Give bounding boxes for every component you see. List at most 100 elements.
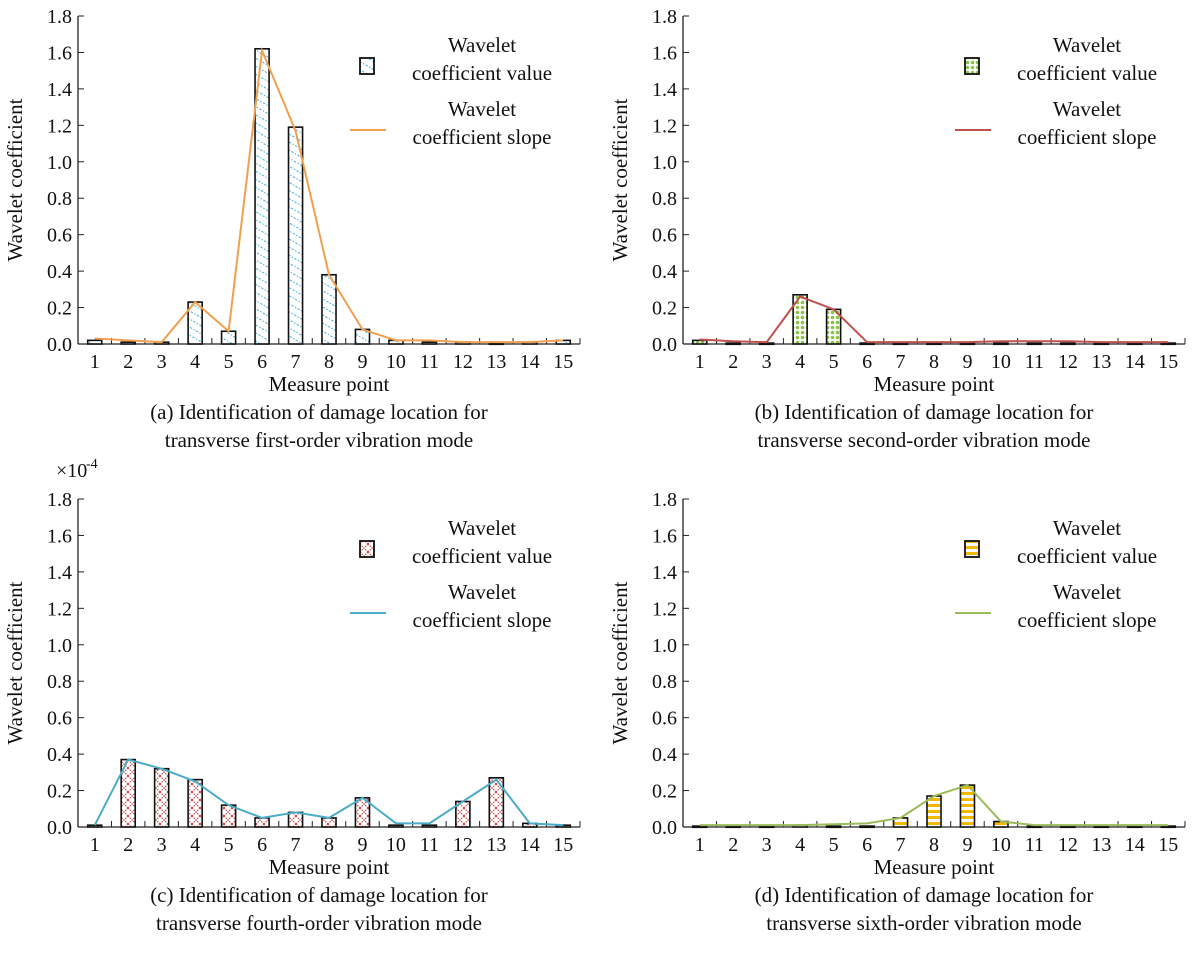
y-tick-label: 0.8 [652,671,677,693]
bar-point-5 [825,825,842,829]
x-tick-label: 4 [190,351,200,373]
x-tick-label: 5 [224,351,234,373]
bar-point-8 [321,273,337,345]
slope-line [699,783,1169,827]
bar-point-13 [1093,342,1110,346]
bar-point-4 [187,778,203,828]
bar-point-1 [691,825,708,829]
y-scale-label: ×10 [56,460,87,482]
x-tick-label: 2 [123,351,133,373]
x-tick-label: 15 [1158,351,1178,373]
bar-point-8 [926,795,942,828]
x-tick-label: 7 [896,834,906,856]
x-tick-label: 11 [1025,351,1044,373]
slope-line [94,46,564,344]
y-tick-label: 1.4 [47,79,72,101]
x-axis-label: Measure point [269,855,390,879]
legend-line-label-line1: Wavelet [1053,97,1121,121]
x-tick-label: 12 [453,834,473,856]
bar-point-13 [488,342,505,346]
x-tick-label: 2 [123,834,133,856]
y-tick-label: 1.6 [47,42,72,64]
x-tick-label: 12 [453,351,473,373]
bar-point-6 [859,342,875,346]
x-tick-label: 6 [862,834,872,856]
y-tick-label: 0.8 [652,188,677,210]
chart-panel-c: 0.00.20.40.60.81.01.21.41.61.81 2 3 4 5 6 7 8 9 1… [3,457,581,935]
y-tick-label: 1.8 [652,489,677,511]
caption-line-1: (b) Identification of damage location fo… [755,400,1094,424]
bar-point-1 [86,339,103,345]
y-axis-label: Wavelet coefficient [608,581,632,744]
y-tick-label: 1.8 [47,6,72,28]
x-tick-label: 14 [1125,834,1145,856]
y-tick-label: 0.0 [652,334,677,356]
x-tick-label: 13 [486,351,506,373]
caption-line-2: transverse fourth-order vibration mode [156,911,482,935]
x-tick-label: 6 [862,351,872,373]
x-tick-label: 13 [1091,834,1111,856]
y-tick-label: 0.0 [47,817,72,839]
bar-point-10 [388,824,404,828]
bar-point-6 [254,817,270,828]
x-tick-label: 13 [1091,351,1111,373]
x-axis-label: Measure point [874,372,995,396]
y-tick-label: 0.0 [652,817,677,839]
caption-line-2: transverse second-order vibration mode [758,428,1091,452]
bar-point-11 [421,341,438,345]
y-tick-label: 1.0 [652,152,677,174]
bar-point-15 [1160,825,1177,829]
bar-point-15 [1160,342,1177,346]
x-tick-label: 1 [90,351,100,373]
y-tick-label: 0.8 [47,188,72,210]
x-tick-label: 2 [728,834,738,856]
bar-point-12 [1060,825,1076,829]
x-tick-label: 8 [929,351,939,373]
y-tick-label: 1.0 [47,635,72,657]
y-tick-label: 1.2 [652,598,677,620]
y-tick-label: 1.0 [652,635,677,657]
bar-point-2 [725,825,742,829]
y-tick-label: 1.6 [652,42,677,64]
legend-bar-swatch [359,57,375,75]
y-tick-label: 0.0 [47,334,72,356]
bar-point-1 [86,824,103,828]
legend-bar-label-line2: coefficient value [412,61,552,85]
x-axis-label: Measure point [269,372,390,396]
x-tick-label: 1 [695,834,705,856]
x-tick-label: 2 [728,351,738,373]
y-axis-label: Wavelet coefficient [3,98,27,261]
y-tick-label: 0.4 [47,744,72,766]
x-tick-label: 11 [420,834,439,856]
x-tick-label: 4 [190,834,200,856]
bar-point-13 [488,776,505,828]
y-tick-label: 1.2 [47,598,72,620]
x-tick-label: 7 [291,351,301,373]
legend-bar-label-line1: Wavelet [448,33,516,57]
bar-point-14 [1126,342,1143,346]
legend-line-label-line2: coefficient slope [1018,125,1157,149]
bar-point-14 [1126,825,1143,829]
x-tick-label: 4 [795,834,805,856]
caption-line-1: (a) Identification of damage location fo… [150,400,488,424]
y-tick-label: 1.4 [652,562,677,584]
x-tick-label: 14 [1125,351,1145,373]
y-tick-label: 1.2 [652,115,677,137]
caption-line-1: (c) Identification of damage location fo… [150,883,488,907]
y-tick-label: 0.6 [47,225,72,247]
x-tick-label: 4 [795,351,805,373]
bar-point-2 [120,341,137,345]
bar-point-8 [321,817,337,828]
x-tick-label: 9 [962,351,972,373]
bar-point-5 [220,330,237,345]
bar-point-4 [792,293,808,345]
legend-line-label-line2: coefficient slope [413,125,552,149]
y-tick-label: 0.6 [652,225,677,247]
legend-bar-label-line1: Wavelet [1053,516,1121,540]
x-tick-label: 13 [486,834,506,856]
bar-point-12 [1060,342,1076,346]
chart-panel-b: 0.00.20.40.60.81.01.21.41.61.81 2 3 4 5 6 7 8 9 1… [608,6,1186,452]
legend-bar-label-line2: coefficient value [1017,61,1157,85]
y-tick-label: 1.4 [652,79,677,101]
x-tick-label: 8 [324,834,334,856]
